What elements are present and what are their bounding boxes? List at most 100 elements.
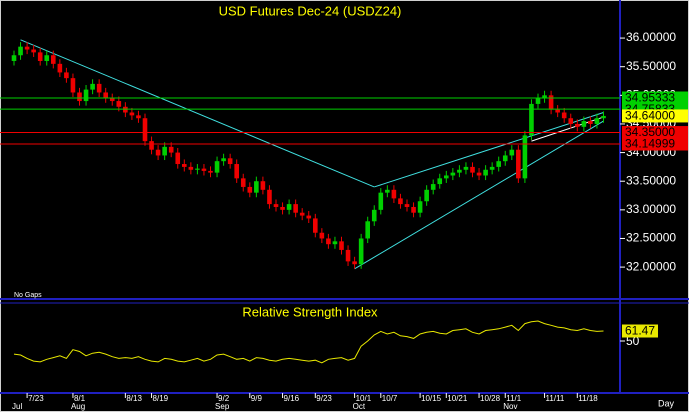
chart-title: USD Futures Dec-24 (USDZ24) [219,3,402,18]
candle-body [457,169,462,173]
candle-body [529,103,534,136]
candle-body [581,121,587,127]
x-tick-label: 7/23 [28,394,44,403]
candle-body [575,123,580,127]
candle-body [155,149,161,156]
candle-body [221,158,226,162]
candle-body [188,166,194,170]
level-label: 34.95333 [625,91,675,105]
month-label: Sep [215,402,230,411]
y-tick-label: 36.00000 [626,30,676,44]
x-tick-label: 9/2 [218,394,230,403]
candle-body [568,118,574,124]
candle-body [339,241,344,250]
level-box [622,91,688,105]
candle-body [542,95,547,99]
candle-body [489,166,495,170]
level-box [622,109,688,123]
candle-body [601,115,606,119]
candle-body [483,169,488,176]
candle-body [365,221,370,239]
x-tick-label: 10/21 [447,394,468,403]
candle-body [90,83,95,90]
candle-body [548,95,554,110]
candle-body [70,78,76,93]
candle-body [535,98,541,104]
trend-line [354,120,604,270]
candle-body [168,146,174,153]
rsi-title: Relative Strength Index [242,304,378,319]
candle-body [594,118,600,124]
candle-body [411,206,416,213]
x-tick-label: 11/18 [578,394,598,403]
candle-body [175,152,181,165]
rsi-value-label: 61.47 [625,324,655,338]
candle-body [201,168,207,171]
candle-body [240,178,246,187]
level-label: 34.35000 [625,125,675,139]
candle-body [313,218,318,233]
month-label: Nov [503,402,517,411]
candle-body [129,112,135,116]
candle-body [293,204,298,213]
candle-body [96,83,102,93]
candle-body [476,172,482,176]
y-tick-label: 33.00000 [626,202,676,216]
candle-body [24,46,30,50]
candle-body [195,168,200,170]
candle-body [378,192,384,210]
candle-body [286,204,292,210]
candle-body [11,55,17,61]
candle-body [463,166,469,170]
candle-body [31,49,36,53]
y-tick-label: 50 [626,334,640,348]
trend-line [374,112,604,188]
x-tick-label: 9/16 [284,394,300,403]
candle-body [502,155,508,162]
candle-body [267,189,272,205]
candle-body [588,121,593,124]
gap-note: No Gaps [14,292,42,299]
candle-body [522,135,528,179]
x-tick-label: 11/11 [546,394,565,403]
rsi-value-box [622,324,658,338]
candle-body [516,149,521,179]
level-label: 34.14999 [625,137,675,151]
x-axis-label: Day [658,398,675,408]
candle-body [385,189,390,193]
candle-body [64,72,69,79]
x-tick-label: 11/1 [506,394,522,403]
level-box [622,137,688,151]
x-tick-label: 10/28 [480,394,501,403]
candle-body [254,181,259,193]
candle-body [430,184,436,190]
candle-body [437,178,443,185]
x-tick-label: 10/15 [421,394,442,403]
candle-body [77,92,82,102]
candle-body [44,55,50,61]
y-tick-label: 32.50000 [626,231,676,245]
candle-body [496,161,501,167]
candle-body [136,115,141,119]
candle-body [444,175,449,179]
candle-body [109,98,115,102]
candle-body [83,89,89,102]
month-label: Oct [353,402,366,411]
candle-body [470,166,475,173]
x-tick-label: 9/9 [251,394,263,403]
candle-body [273,204,279,207]
candle-body [352,261,357,265]
candle-body [332,241,338,245]
rsi-line [13,320,604,364]
x-tick-label: 10/7 [382,394,398,403]
candle-body [509,149,515,156]
candle-body [142,118,148,142]
candle-body [18,46,23,56]
candle-body [371,209,377,222]
x-tick-label: 8/19 [153,394,169,403]
candle-body [208,170,213,173]
x-tick-label: 8/13 [126,394,142,403]
candle-body [57,63,63,73]
candle-body [345,249,351,262]
